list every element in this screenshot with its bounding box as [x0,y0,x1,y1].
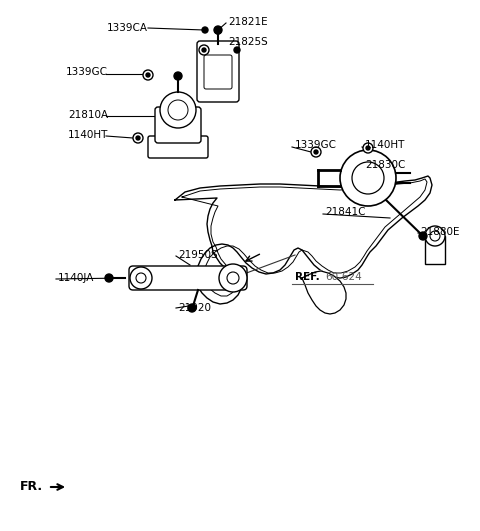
Text: 21841C: 21841C [325,207,365,217]
Text: 21810A: 21810A [68,110,108,120]
Text: 21880E: 21880E [420,227,459,237]
Circle shape [160,92,196,128]
FancyBboxPatch shape [204,55,232,89]
Circle shape [188,304,196,312]
Text: 1140HT: 1140HT [68,130,108,140]
Circle shape [363,143,373,153]
Circle shape [366,146,370,150]
Circle shape [136,273,146,283]
Text: 21821E: 21821E [228,17,268,27]
Circle shape [146,73,150,77]
Text: 1140JA: 1140JA [58,273,95,283]
Text: 1339GC: 1339GC [66,67,108,77]
FancyBboxPatch shape [129,266,247,290]
Text: 1140HT: 1140HT [365,140,406,150]
FancyBboxPatch shape [155,107,201,143]
Text: 60-624: 60-624 [325,272,362,282]
Text: 1339CA: 1339CA [107,23,148,33]
Circle shape [234,47,240,53]
Text: 21920: 21920 [178,303,211,313]
Bar [425,236,445,264]
Circle shape [311,147,321,157]
Polygon shape [175,176,432,304]
Text: FR.: FR. [20,481,43,493]
Circle shape [352,162,384,194]
Text: 1339GC: 1339GC [295,140,337,150]
Polygon shape [302,271,346,314]
Circle shape [425,226,445,246]
Circle shape [215,28,221,34]
Circle shape [227,272,239,284]
Text: 21830C: 21830C [365,160,406,170]
FancyBboxPatch shape [148,136,208,158]
Text: 21950S: 21950S [178,250,217,260]
Circle shape [130,267,152,289]
Circle shape [202,48,206,52]
Circle shape [199,45,209,55]
Circle shape [202,27,208,33]
Text: REF.: REF. [295,272,320,282]
Circle shape [314,150,318,154]
FancyBboxPatch shape [197,41,239,102]
Circle shape [133,133,143,143]
Circle shape [340,150,396,206]
Circle shape [219,264,247,292]
Circle shape [143,70,153,80]
Circle shape [214,26,222,34]
Text: 21825S: 21825S [228,37,268,47]
Circle shape [105,274,113,282]
Circle shape [419,232,427,240]
Circle shape [430,231,440,241]
Circle shape [136,136,140,140]
Circle shape [174,72,182,80]
Circle shape [168,100,188,120]
